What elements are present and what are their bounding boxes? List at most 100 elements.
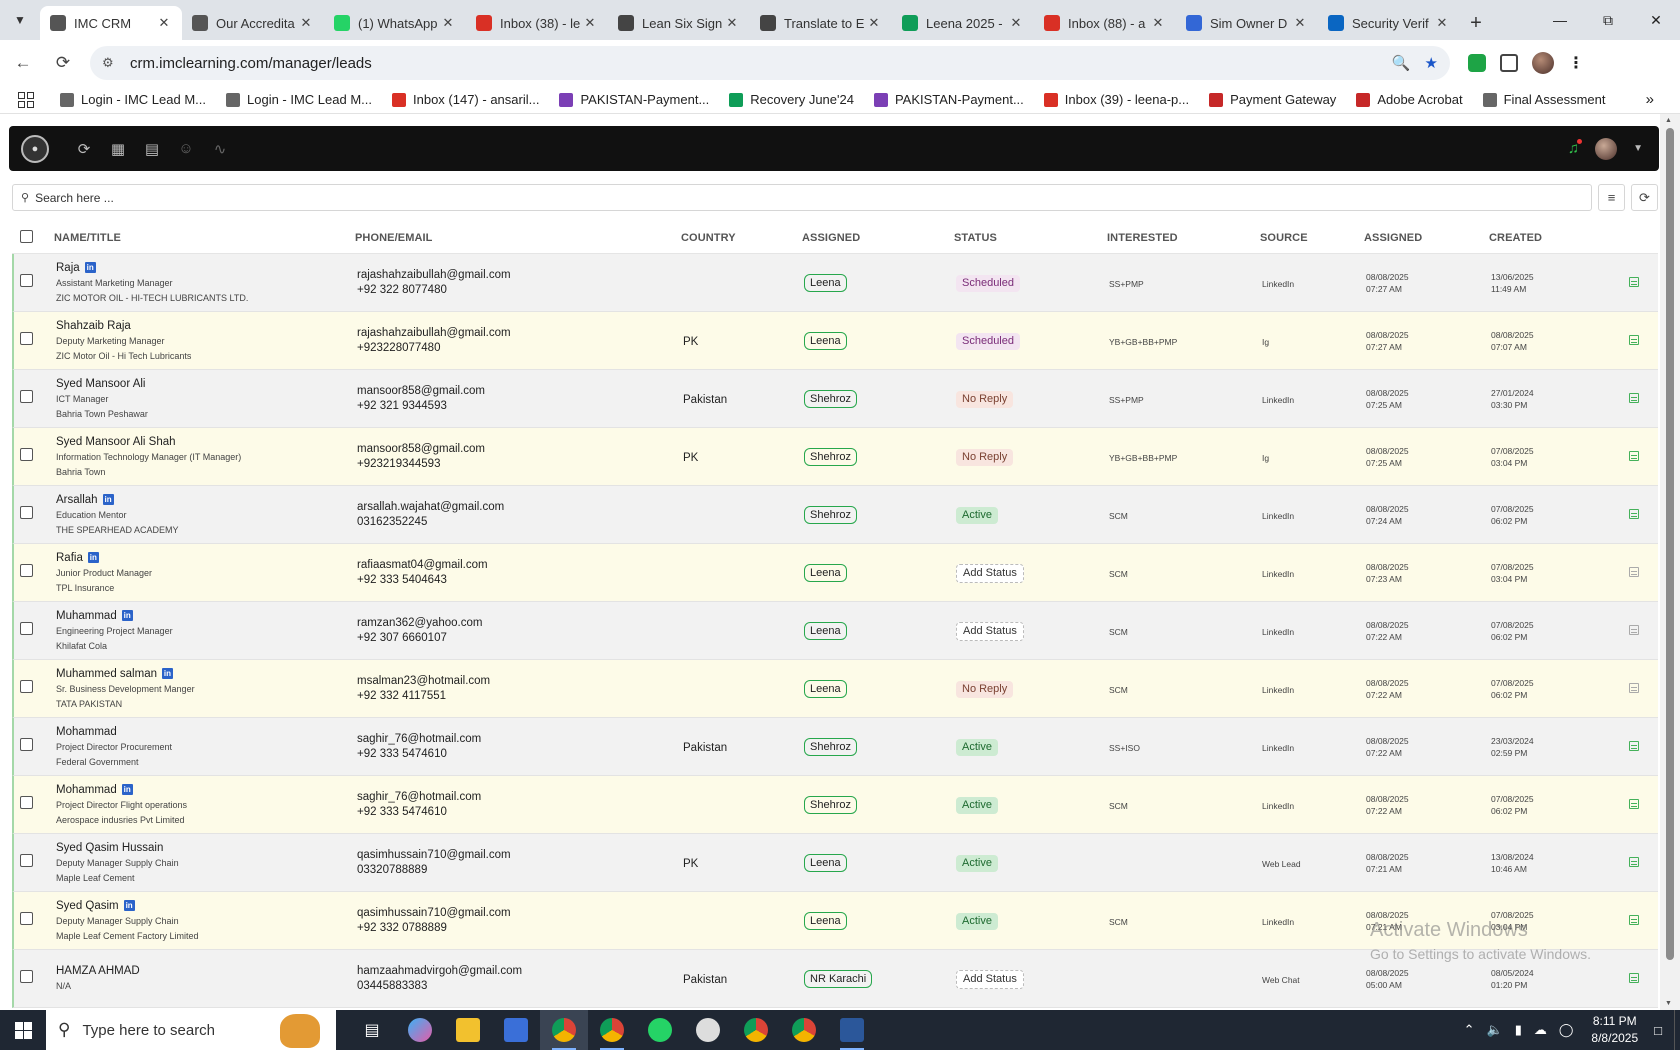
notes-document-icon[interactable] bbox=[1629, 276, 1639, 287]
notes-document-icon[interactable] bbox=[1629, 798, 1639, 809]
assigned-agent-badge[interactable]: Leena bbox=[804, 680, 847, 698]
lead-phone[interactable]: 03320788889 bbox=[357, 863, 428, 876]
user-icon[interactable]: ☺ bbox=[178, 140, 194, 157]
lead-phone[interactable]: +92 333 5474610 bbox=[357, 747, 447, 760]
restore-button[interactable]: ⧉ bbox=[1603, 11, 1613, 28]
bookmark-item[interactable]: Payment Gateway bbox=[1209, 92, 1336, 107]
start-button[interactable] bbox=[0, 1010, 46, 1050]
lead-phone[interactable]: +92 332 4117551 bbox=[357, 689, 447, 702]
filter-button[interactable]: ≡ bbox=[1598, 184, 1625, 211]
calendar-icon[interactable]: ▦ bbox=[110, 140, 126, 158]
status-badge[interactable]: Active bbox=[956, 855, 998, 872]
lead-phone[interactable]: +92 333 5474610 bbox=[357, 805, 447, 818]
select-all-checkbox[interactable] bbox=[20, 229, 33, 243]
activity-icon[interactable]: ∿ bbox=[213, 140, 227, 158]
lead-phone[interactable]: +92 322 8077480 bbox=[357, 283, 447, 296]
status-badge[interactable]: No Reply bbox=[956, 681, 1014, 698]
lead-email[interactable]: mansoor858@gmail.com bbox=[357, 442, 486, 455]
close-icon[interactable]: ✕ bbox=[1152, 15, 1164, 30]
assigned-agent-badge[interactable]: Leena bbox=[804, 912, 847, 930]
row-checkbox[interactable] bbox=[20, 737, 33, 751]
lead-phone[interactable]: 03162352245 bbox=[357, 515, 428, 528]
row-checkbox[interactable] bbox=[20, 679, 33, 693]
notes-document-icon[interactable] bbox=[1629, 914, 1639, 925]
notification-center-icon[interactable]: □ bbox=[1654, 1022, 1662, 1038]
status-badge[interactable]: Add Status bbox=[956, 969, 1024, 989]
tab-search-chevron-icon[interactable]: ▼ bbox=[14, 13, 26, 27]
taskbar-clock[interactable]: 8:11 PM 8/8/2025 bbox=[1591, 1013, 1638, 1047]
table-row[interactable]: HAMZA AHMAD N/A hamzaahmadvirgoh@gmail.com… bbox=[12, 950, 1658, 1008]
assigned-agent-badge[interactable]: Shehroz bbox=[804, 796, 857, 814]
table-row[interactable]: Shahzaib Raja Deputy Marketing Manager ZIC… bbox=[12, 312, 1658, 370]
site-info-icon[interactable]: ⚙ bbox=[102, 55, 114, 70]
lead-name[interactable]: Mohammad bbox=[56, 783, 117, 796]
lead-name[interactable]: Raja bbox=[56, 261, 80, 274]
profile-avatar[interactable] bbox=[1532, 52, 1554, 74]
status-badge[interactable]: Add Status bbox=[956, 563, 1024, 583]
row-checkbox[interactable] bbox=[20, 331, 33, 345]
chrome-app-4[interactable] bbox=[780, 1010, 828, 1050]
row-checkbox[interactable] bbox=[20, 563, 33, 577]
browser-tab[interactable]: IMC CRM ✕ bbox=[40, 6, 182, 40]
imc-logo[interactable]: ● bbox=[21, 134, 49, 163]
minimize-button[interactable]: — bbox=[1553, 12, 1567, 28]
status-badge[interactable]: Active bbox=[956, 913, 998, 930]
extension-green-icon[interactable] bbox=[1468, 54, 1486, 72]
close-icon[interactable]: ✕ bbox=[442, 15, 454, 30]
new-tab-button[interactable]: + bbox=[1470, 11, 1482, 34]
status-badge[interactable]: Active bbox=[956, 507, 998, 524]
lead-name[interactable]: Muhammad bbox=[56, 609, 117, 622]
assigned-agent-badge[interactable]: Leena bbox=[804, 274, 847, 292]
lead-email[interactable]: arsallah.wajahat@gmail.com bbox=[357, 500, 505, 513]
lead-email[interactable]: mansoor858@gmail.com bbox=[357, 384, 486, 397]
table-row[interactable]: Rafia in Junior Product Manager TPL Insuran… bbox=[12, 544, 1658, 602]
document-icon[interactable]: ▤ bbox=[144, 140, 160, 158]
url-text[interactable]: crm.imclearning.com/manager/leads bbox=[130, 54, 372, 72]
lead-name[interactable]: Muhammed salman bbox=[56, 667, 157, 680]
linkedin-icon[interactable]: in bbox=[161, 668, 173, 679]
chevron-down-icon[interactable]: ▼ bbox=[1633, 143, 1643, 154]
user-avatar[interactable] bbox=[1595, 137, 1618, 160]
bookmark-item[interactable]: Adobe Acrobat bbox=[1356, 92, 1463, 107]
back-button[interactable]: ← bbox=[14, 53, 32, 72]
status-badge[interactable]: No Reply bbox=[956, 391, 1014, 408]
bookmark-item[interactable]: Login - IMC Lead M... bbox=[60, 92, 206, 107]
lead-email[interactable]: rajashahzaibullah@gmail.com bbox=[357, 268, 511, 281]
refresh-leads-icon[interactable]: ⟳ bbox=[77, 140, 91, 158]
linkedin-icon[interactable]: in bbox=[87, 552, 99, 563]
browser-tab[interactable]: Sim Owner D ✕ bbox=[1176, 6, 1318, 40]
table-row[interactable]: Syed Mansoor Ali Shah Information Technol… bbox=[12, 428, 1658, 486]
status-badge[interactable]: Add Status bbox=[956, 621, 1024, 641]
row-checkbox[interactable] bbox=[20, 853, 33, 867]
assigned-agent-badge[interactable]: Shehroz bbox=[804, 506, 857, 524]
lead-name[interactable]: Syed Qasim Hussain bbox=[56, 841, 164, 854]
notes-document-icon[interactable] bbox=[1629, 566, 1639, 577]
lead-email[interactable]: msalman23@hotmail.com bbox=[357, 674, 491, 687]
extensions-puzzle-icon[interactable] bbox=[1500, 54, 1518, 72]
status-badge[interactable]: Active bbox=[956, 739, 998, 756]
column-header-name[interactable]: NAME/TITLE bbox=[54, 231, 121, 244]
row-checkbox[interactable] bbox=[20, 911, 33, 925]
notes-document-icon[interactable] bbox=[1629, 856, 1639, 867]
close-icon[interactable]: ✕ bbox=[158, 15, 170, 30]
show-desktop-button[interactable] bbox=[1674, 1010, 1680, 1050]
chrome-app-3[interactable] bbox=[732, 1010, 780, 1050]
status-badge[interactable]: Scheduled bbox=[956, 275, 1020, 292]
lead-email[interactable]: ramzan362@yahoo.com bbox=[357, 616, 483, 629]
assigned-agent-badge[interactable]: Leena bbox=[804, 564, 847, 582]
taskbar-search[interactable]: ⚲ Type here to search bbox=[46, 1010, 336, 1050]
browser-menu-icon[interactable]: ⋮ bbox=[1568, 55, 1584, 72]
column-header-assigned-date[interactable]: ASSIGNED bbox=[1364, 231, 1423, 244]
word-app[interactable] bbox=[828, 1010, 876, 1050]
browser-tab[interactable]: Translate to E ✕ bbox=[750, 6, 892, 40]
notes-document-icon[interactable] bbox=[1629, 972, 1639, 983]
assigned-agent-badge[interactable]: Shehroz bbox=[804, 738, 857, 756]
notes-document-icon[interactable] bbox=[1629, 624, 1639, 635]
lead-phone[interactable]: +923228077480 bbox=[357, 341, 441, 354]
column-header-source[interactable]: SOURCE bbox=[1260, 231, 1308, 244]
table-row[interactable]: Syed Qasim Hussain Deputy Manager Supply … bbox=[12, 834, 1658, 892]
lead-name[interactable]: Arsallah bbox=[56, 493, 98, 506]
lead-phone[interactable]: 03445883383 bbox=[357, 979, 428, 992]
bookmark-star-icon[interactable]: ★ bbox=[1424, 55, 1438, 72]
status-badge[interactable]: Active bbox=[956, 797, 998, 814]
